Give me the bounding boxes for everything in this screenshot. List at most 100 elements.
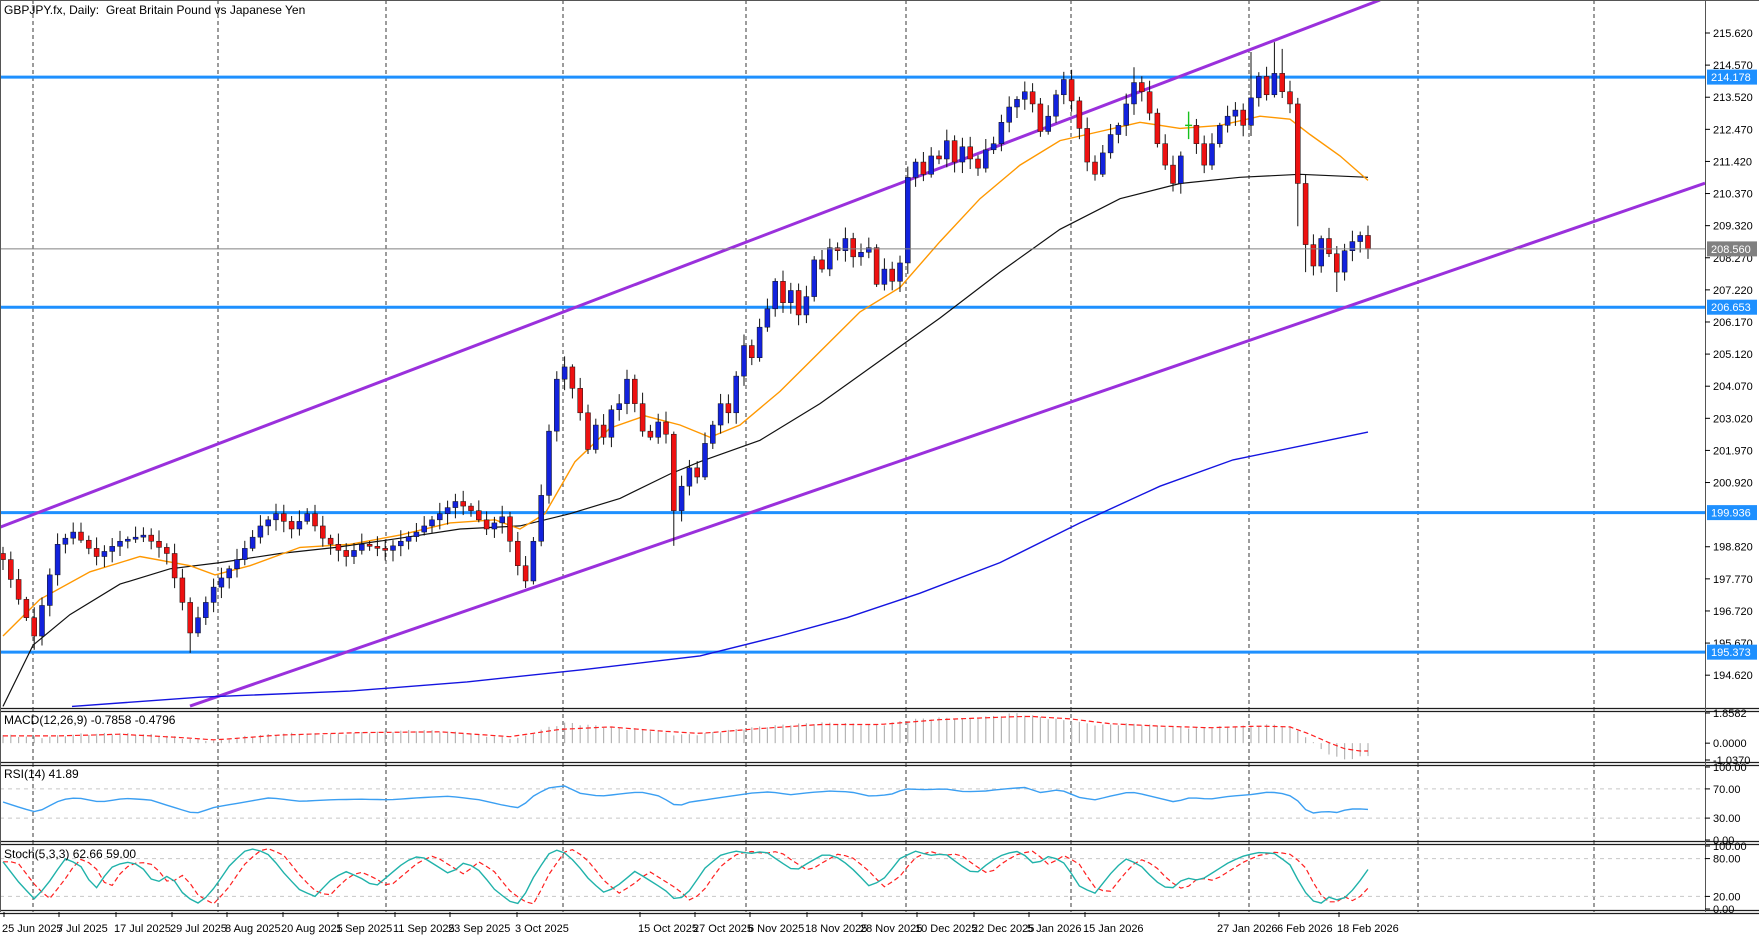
date-axis-label: 18 Feb 2026 bbox=[1337, 923, 1399, 935]
candle-down bbox=[1240, 109, 1246, 126]
candle-down bbox=[632, 378, 638, 404]
candle-down bbox=[187, 602, 193, 634]
date-axis-label: 6 Nov 2025 bbox=[748, 923, 804, 935]
price-axis-label: 213.520 bbox=[1713, 92, 1753, 104]
candle-down bbox=[1068, 79, 1075, 102]
candle-up bbox=[530, 540, 537, 582]
trend-channel-line[interactable] bbox=[189, 181, 1706, 708]
price-axis-label: 212.470 bbox=[1713, 124, 1753, 136]
candle-down bbox=[374, 546, 381, 549]
date-axis-label: 20 Aug 2025 bbox=[281, 923, 343, 935]
price-axis-label: 194.620 bbox=[1713, 670, 1753, 682]
candle-up bbox=[546, 430, 552, 496]
candle-down bbox=[951, 140, 958, 163]
candle-up bbox=[772, 281, 778, 310]
candle-up bbox=[437, 513, 443, 521]
candle-up bbox=[70, 531, 76, 539]
sr-price-badge bbox=[1707, 69, 1757, 85]
candlestick-series bbox=[0, 42, 1371, 653]
candle-up bbox=[827, 247, 833, 270]
candle-up bbox=[296, 521, 303, 530]
price-axis-label: 210.370 bbox=[1713, 189, 1753, 201]
candle-up bbox=[710, 424, 716, 444]
price-axis-label: 215.620 bbox=[1713, 28, 1753, 40]
candle-down bbox=[164, 547, 170, 554]
candle-down bbox=[780, 281, 786, 303]
candle-down bbox=[1193, 125, 1200, 144]
date-axis-label: 5 Jan 2026 bbox=[1027, 923, 1081, 935]
candle-up bbox=[741, 345, 747, 377]
candle-down bbox=[483, 519, 490, 530]
candle-up bbox=[608, 409, 615, 438]
candle-down bbox=[585, 412, 591, 450]
price-axis-label: 201.970 bbox=[1713, 445, 1753, 457]
candle-up bbox=[210, 586, 217, 603]
candle-up bbox=[944, 140, 950, 160]
candle-up bbox=[429, 519, 435, 527]
date-axis-label: 15 Oct 2025 bbox=[638, 923, 698, 935]
date-axis-label: 6 Feb 2026 bbox=[1277, 923, 1333, 935]
candle-up bbox=[109, 546, 115, 552]
candle-up bbox=[858, 252, 864, 258]
candle-down bbox=[975, 158, 981, 169]
candle-up bbox=[273, 513, 279, 521]
candle-down bbox=[312, 513, 318, 527]
candle-up bbox=[452, 501, 459, 508]
candle-up bbox=[733, 375, 739, 414]
date-axis-label: 25 Jun 2025 bbox=[2, 923, 63, 935]
candle-up bbox=[616, 403, 622, 410]
candle-down bbox=[577, 388, 583, 414]
candle-up bbox=[983, 149, 989, 169]
candle-up bbox=[132, 536, 139, 540]
candle-up bbox=[702, 443, 708, 478]
candle-down bbox=[156, 540, 162, 548]
candle-down bbox=[1146, 91, 1153, 114]
candle-up bbox=[866, 247, 872, 253]
candle-up bbox=[203, 602, 209, 618]
candle-up bbox=[491, 522, 498, 530]
rsi-axis-label: 0.00 bbox=[1713, 835, 1734, 847]
candle-down bbox=[1029, 91, 1036, 105]
moving-average-fast bbox=[2, 115, 1369, 637]
stoch-d-line bbox=[3, 848, 1369, 905]
stoch-k-line bbox=[2, 848, 1369, 905]
macd-histogram bbox=[2, 713, 1369, 760]
price-axis-label: 214.570 bbox=[1713, 60, 1753, 72]
candle-up bbox=[1014, 99, 1020, 108]
candle-up bbox=[811, 259, 817, 297]
candle-down bbox=[0, 553, 6, 560]
candle-down bbox=[476, 510, 482, 521]
stoch-axis-label: 0.00 bbox=[1713, 904, 1734, 916]
candle-up bbox=[1006, 106, 1012, 123]
candle-down bbox=[382, 548, 388, 551]
candle-up bbox=[1248, 97, 1254, 126]
date-axis-label: 17 Jul 2025 bbox=[114, 923, 171, 935]
candle-down bbox=[569, 366, 576, 389]
candle-down bbox=[320, 525, 326, 539]
candle-down bbox=[850, 238, 856, 258]
price-axis-label: 196.720 bbox=[1713, 606, 1753, 618]
candle-down bbox=[343, 550, 349, 557]
candle-up bbox=[390, 545, 396, 551]
candle-down bbox=[795, 290, 802, 316]
candle-up bbox=[959, 146, 966, 163]
date-axis-label: 18 Nov 2025 bbox=[805, 923, 867, 935]
candle-up bbox=[928, 155, 934, 175]
candle-down bbox=[148, 534, 154, 542]
candle-up bbox=[1053, 94, 1059, 117]
candle-up bbox=[998, 122, 1005, 144]
candle-down bbox=[936, 155, 942, 160]
candle-down bbox=[1154, 112, 1161, 144]
candle-up bbox=[1178, 155, 1184, 184]
candle-down bbox=[639, 403, 646, 432]
candle-up bbox=[538, 495, 544, 542]
candle-up bbox=[1131, 82, 1137, 105]
candle-down bbox=[15, 579, 22, 600]
candle-up bbox=[226, 568, 232, 579]
candle-down bbox=[873, 247, 880, 285]
candle-up bbox=[788, 290, 794, 303]
rsi-axis-label: 100.00 bbox=[1713, 762, 1747, 774]
price-badge-label: 206.653 bbox=[1711, 302, 1751, 314]
